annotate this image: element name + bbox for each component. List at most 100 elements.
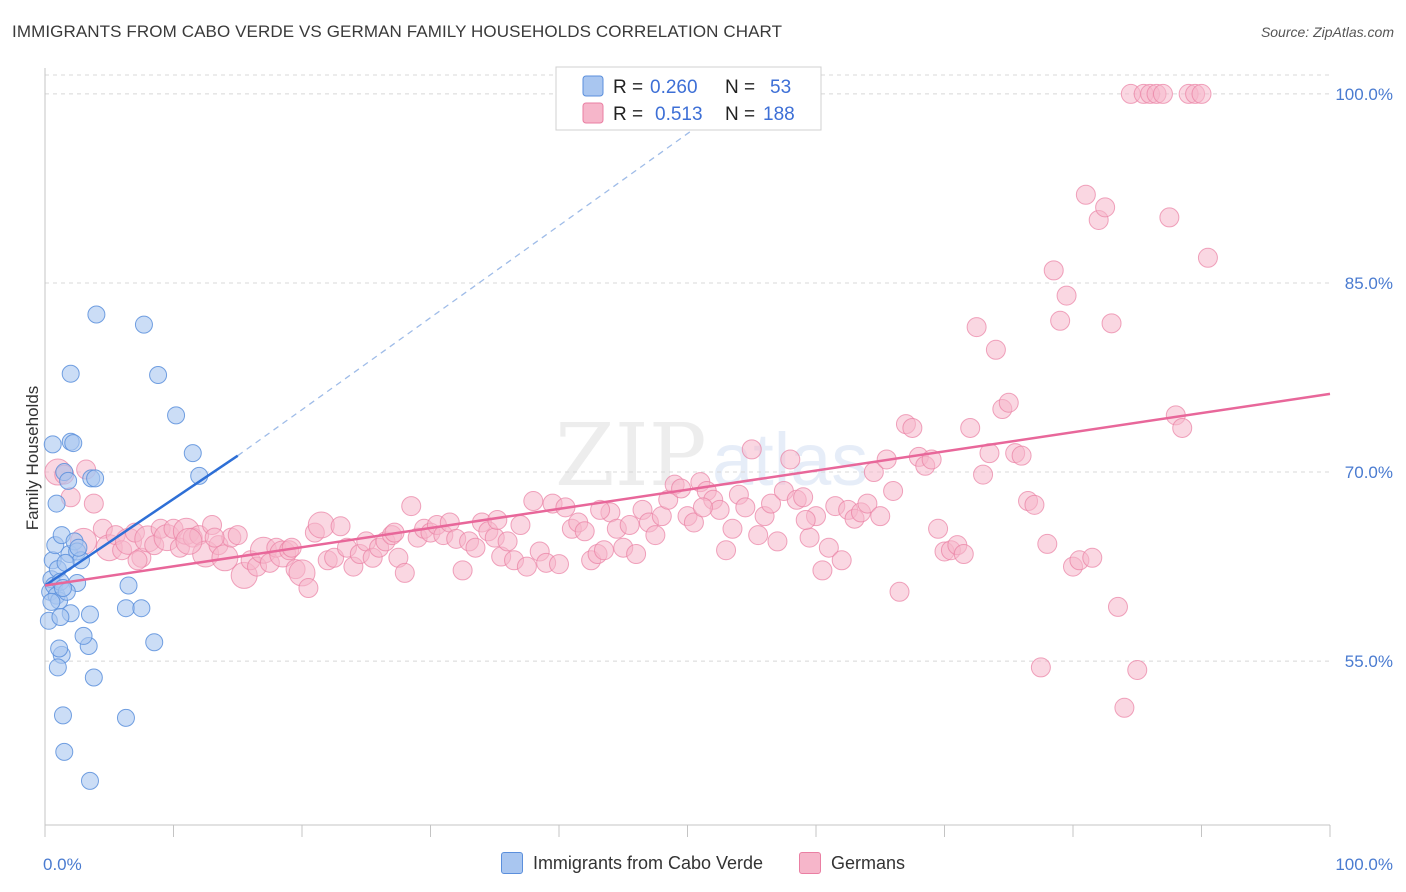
cabo-verde-point (134, 315, 153, 334)
germans-point (127, 550, 148, 571)
cabo-verde-trend-line (44, 454, 239, 587)
germans-point (619, 515, 640, 535)
germans-point (1030, 657, 1051, 678)
cabo-verde-point (64, 434, 83, 453)
germans-point (1101, 313, 1122, 334)
y-tick-label: 100.0% (1335, 85, 1393, 104)
germans-point (330, 516, 351, 537)
germans-point (1011, 445, 1032, 466)
x-tick-label: 100.0% (1335, 855, 1393, 874)
germans-point (735, 497, 756, 518)
germans-point (1043, 260, 1064, 281)
germans-point (889, 581, 910, 602)
germans-point (1191, 83, 1212, 104)
germans-point (394, 562, 415, 583)
y-axis-label: Family Households (23, 386, 42, 531)
legend-r-value-1: 0.260 (650, 77, 698, 98)
germans-point (298, 578, 319, 599)
cabo-verde-points (39, 305, 209, 790)
germans-point (1056, 285, 1077, 306)
germans-point (1082, 547, 1103, 568)
cabo-verde-point (50, 639, 69, 658)
x-tick-label: 0.0% (43, 855, 82, 874)
cabo-verde-point (149, 366, 168, 384)
germans-point (593, 540, 614, 561)
cabo-verde-point (116, 599, 135, 618)
legend-label-cabo-verde: Immigrants from Cabo Verde (532, 852, 764, 873)
germans-point (1107, 596, 1128, 617)
legend-label-germans: Germans (831, 852, 906, 873)
legend-swatch-pink (582, 102, 604, 124)
germans-point (227, 525, 248, 546)
germans-point (645, 525, 666, 546)
germans-point (953, 543, 974, 564)
germans-point (793, 487, 814, 508)
germans-point (966, 317, 987, 338)
cabo-verde-trend-extension (237, 87, 753, 457)
germans-point (799, 527, 820, 548)
germans-point (204, 527, 225, 548)
cabo-verde-point (43, 435, 62, 454)
germans-point (307, 511, 335, 539)
germans-point (175, 527, 203, 555)
cabo-verde-point (183, 444, 202, 463)
cabo-verde-point (69, 538, 88, 557)
germans-point (767, 531, 788, 552)
germans-point (465, 537, 486, 558)
germans-point (870, 506, 891, 527)
germans-point (626, 543, 647, 564)
trend-lines (44, 87, 1331, 587)
germans-point (716, 540, 737, 561)
germans-point (1127, 659, 1148, 680)
y-tick-label: 85.0% (1345, 274, 1393, 293)
legend-r-label-1: R = (613, 77, 643, 98)
germans-point (902, 417, 923, 438)
legend-n-value-1: 53 (770, 77, 791, 98)
germans-point (1152, 83, 1173, 104)
germans-point (590, 499, 611, 520)
source-label: Source: ZipAtlas.com (1260, 24, 1394, 40)
chart-title: IMMIGRANTS FROM CABO VERDE VS GERMAN FAM… (12, 22, 783, 41)
cabo-verde-point (48, 658, 67, 677)
germans-point (1075, 184, 1096, 205)
legend-n-label-1: N = (725, 77, 755, 98)
germans-point (998, 392, 1019, 413)
cabo-verde-point (87, 305, 106, 324)
legend-n-value-2: 188 (763, 104, 795, 125)
cabo-verde-point (59, 471, 78, 490)
germans-trend-line (44, 392, 1331, 587)
cabo-verde-point (167, 406, 186, 425)
cabo-verde-point (55, 742, 74, 761)
germans-point (1159, 207, 1180, 228)
germans-points (44, 83, 1218, 718)
germans-point (549, 554, 569, 575)
germans-point (722, 518, 743, 539)
legend-n-label-2: N = (725, 104, 755, 125)
germans-point (928, 518, 949, 539)
germans-point (985, 339, 1006, 360)
legend-item-cabo-verde: Immigrants from Cabo Verde (500, 852, 764, 874)
cabo-verde-point (80, 771, 99, 790)
series-legend: Immigrants from Cabo Verde Germans (0, 852, 1406, 874)
cabo-verde-point (116, 708, 135, 727)
cabo-verde-point (47, 494, 66, 513)
cabo-verde-point (145, 633, 164, 652)
germans-point (748, 525, 769, 546)
germans-point (516, 556, 537, 577)
legend-swatch-cabo-verde (500, 852, 523, 874)
germans-point (973, 464, 994, 485)
germans-point (818, 537, 839, 558)
legend-item-germans: Germans (799, 852, 905, 874)
cabo-verde-point (119, 576, 138, 595)
cabo-verde-point (80, 605, 99, 624)
y-tick-label: 55.0% (1345, 652, 1393, 671)
germans-point (812, 560, 833, 581)
germans-point (452, 560, 473, 581)
legend-r-value-2: 0.513 (655, 104, 703, 125)
y-tick-label: 70.0% (1345, 463, 1393, 482)
germans-point (683, 512, 704, 533)
germans-point (1114, 697, 1135, 718)
germans-point (709, 499, 730, 520)
cabo-verde-point (74, 626, 93, 645)
